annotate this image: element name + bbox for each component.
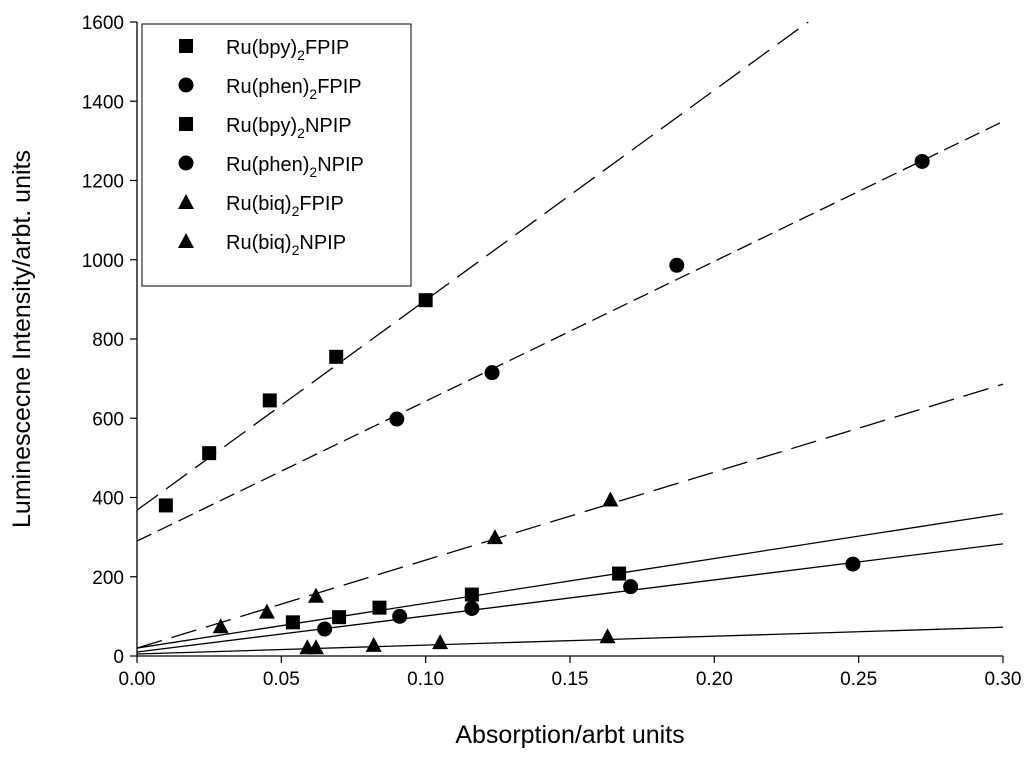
- data-point-series-4: [464, 600, 480, 616]
- x-tick-label: 0.10: [407, 669, 444, 690]
- x-tick-label: 0.05: [263, 669, 300, 690]
- data-point-series-3: [285, 615, 300, 630]
- y-tick-label: 200: [92, 568, 124, 589]
- legend: Ru(bpy)2FPIP Ru(phen)2FPIP Ru(bpy)2NPIP Ru(…: [141, 23, 412, 287]
- y-tick-label: 600: [92, 409, 124, 430]
- data-point-series-1: [262, 393, 277, 408]
- x-ticks: 0.00 0.05 0.10 0.15 0.20 0.25 0.30: [119, 656, 1022, 690]
- y-tick-label: 1600: [82, 13, 124, 34]
- y-ticks: 0 200 400 600 800 1000 1200 1400 1600: [82, 13, 137, 668]
- x-tick-label: 0.25: [840, 669, 877, 690]
- data-point-series-6: [365, 636, 382, 652]
- y-tick-label: 1000: [82, 251, 124, 272]
- legend-marker-4: [178, 155, 194, 171]
- data-point-series-4: [845, 556, 861, 572]
- data-point-series-6: [432, 634, 449, 650]
- y-axis-label: Luminescecne Intensity/arbt. units: [8, 150, 36, 528]
- legend-marker-2: [178, 77, 194, 93]
- fit-line-series-5: [137, 383, 1003, 649]
- x-tick-label: 0.30: [985, 669, 1022, 690]
- data-point-series-4: [623, 579, 639, 595]
- fit-line-series-6: [137, 626, 1003, 655]
- data-markers: [158, 153, 930, 655]
- y-tick-label: 1400: [82, 92, 124, 113]
- legend-marker-3: [179, 117, 193, 131]
- data-point-series-3: [464, 587, 479, 602]
- legend-label-5: Ru(biq)2FPIP: [226, 193, 344, 219]
- data-point-series-3: [612, 566, 627, 581]
- x-tick-label: 0.15: [552, 669, 589, 690]
- x-axis-label: Absorption/arbt units: [455, 721, 684, 749]
- data-point-series-5: [258, 603, 275, 619]
- data-point-series-3: [372, 600, 387, 615]
- y-tick-label: 0: [113, 647, 124, 668]
- plot-area: 0.00 0.05 0.10 0.15 0.20 0.25 0.30 0 200 400 600 8…: [82, 13, 1022, 690]
- data-point-series-5: [602, 491, 619, 507]
- legend-marker-6: [178, 233, 194, 248]
- data-point-series-2: [389, 411, 405, 427]
- legend-marker-1: [179, 39, 193, 53]
- data-point-series-5: [307, 587, 324, 603]
- data-point-series-5: [212, 618, 229, 634]
- data-point-series-3: [332, 610, 347, 625]
- data-point-series-4: [317, 621, 333, 637]
- data-point-series-1: [158, 498, 173, 513]
- data-point-series-2: [914, 153, 930, 169]
- legend-label-2: Ru(phen)2FPIP: [226, 76, 362, 102]
- data-point-series-6: [307, 639, 324, 655]
- legend-label-1: Ru(bpy)2FPIP: [226, 37, 349, 63]
- data-point-series-1: [202, 446, 217, 461]
- legend-marker-5: [178, 194, 194, 209]
- data-point-series-6: [599, 628, 616, 644]
- data-point-series-5: [486, 529, 503, 545]
- fit-line-series-3: [137, 513, 1003, 649]
- x-tick-label: 0.00: [119, 669, 156, 690]
- legend-label-3: Ru(bpy)2NPIP: [226, 115, 352, 141]
- fit-line-series-4: [137, 543, 1003, 653]
- y-tick-label: 1200: [82, 172, 124, 193]
- legend-label-6: Ru(biq)2NPIP: [226, 232, 346, 258]
- y-tick-label: 400: [92, 489, 124, 510]
- y-tick-label: 800: [92, 330, 124, 351]
- data-point-series-2: [484, 365, 500, 381]
- data-point-series-2: [669, 257, 685, 273]
- data-point-series-1: [329, 349, 344, 364]
- data-point-series-4: [392, 608, 408, 624]
- data-point-series-1: [418, 293, 433, 308]
- x-tick-label: 0.20: [696, 669, 733, 690]
- legend-label-4: Ru(phen)2NPIP: [226, 154, 364, 180]
